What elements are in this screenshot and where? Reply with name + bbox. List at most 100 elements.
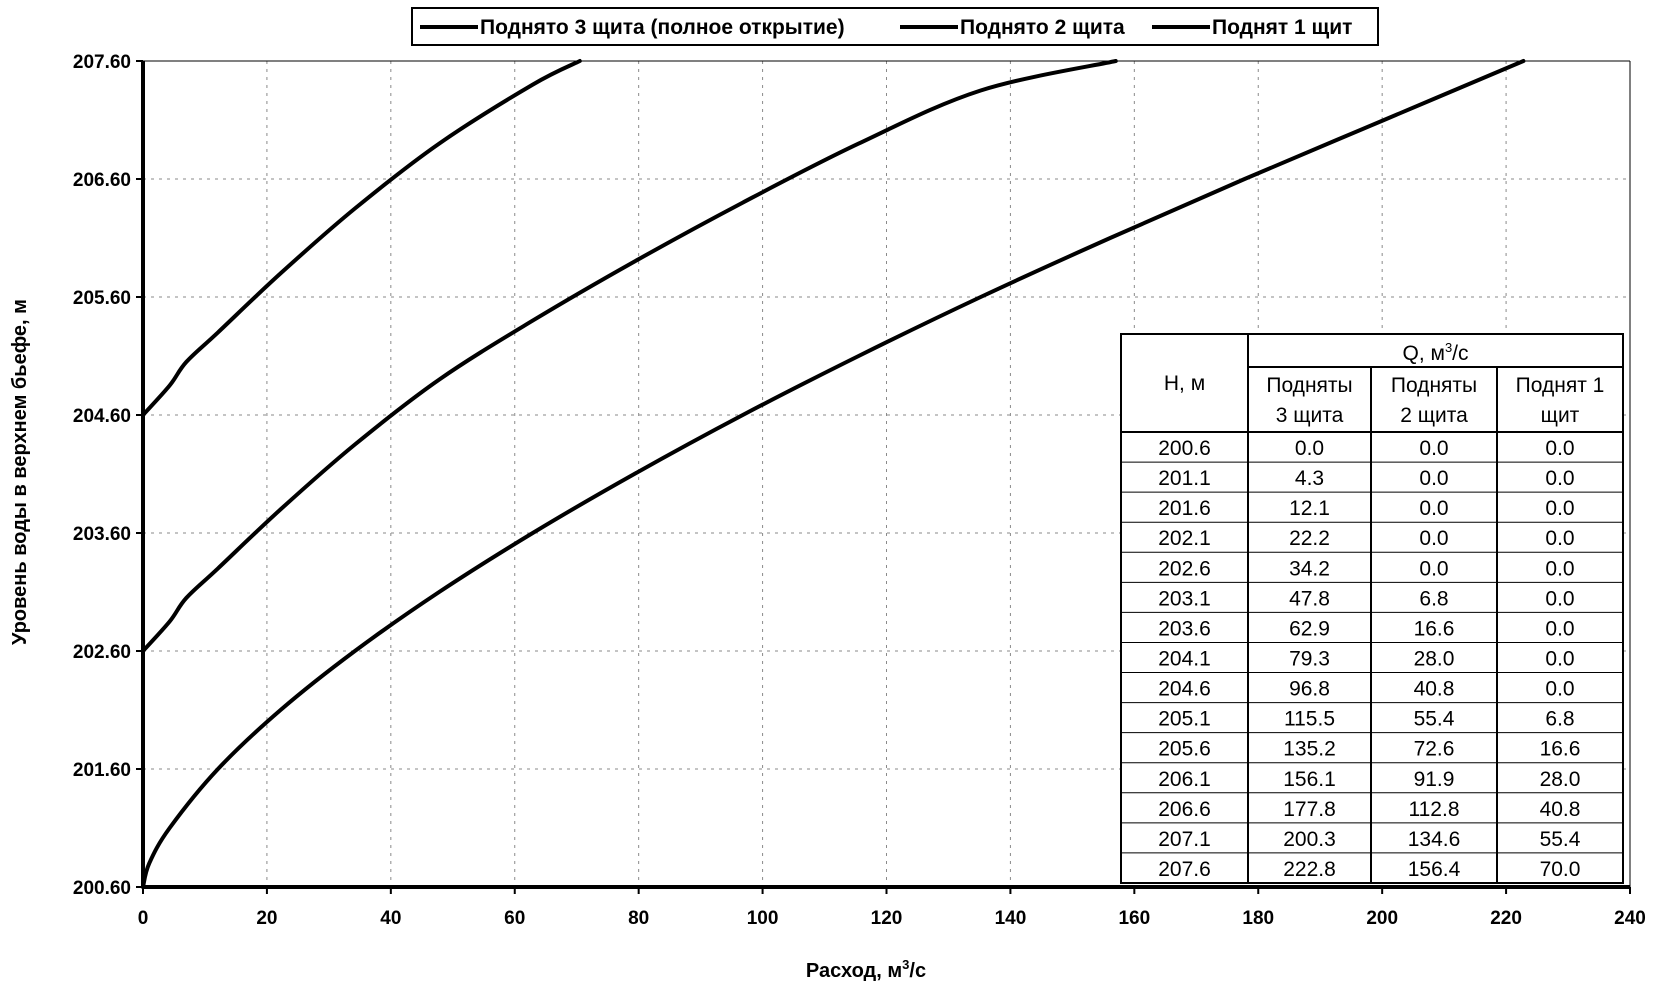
table-header-q-suffix: /с bbox=[1452, 342, 1468, 365]
x-tick-label: 120 bbox=[871, 908, 903, 929]
x-tick-label: 40 bbox=[380, 908, 401, 929]
table-cell: 22.2 bbox=[1289, 527, 1330, 550]
table-cell: 28.0 bbox=[1414, 648, 1455, 671]
x-tick-label: 220 bbox=[1490, 908, 1522, 929]
table-cell: 62.9 bbox=[1289, 617, 1330, 640]
series-layer bbox=[141, 59, 1526, 889]
table-cell: 55.4 bbox=[1540, 828, 1581, 851]
x-axis-title-suffix: /с bbox=[909, 960, 926, 982]
x-tick-label: 200 bbox=[1366, 908, 1398, 929]
table-cell: 204.1 bbox=[1158, 648, 1211, 671]
table-header-q: Q, м3/с bbox=[1402, 340, 1468, 365]
table-cell: 91.9 bbox=[1414, 768, 1455, 791]
x-tick-label: 60 bbox=[504, 908, 525, 929]
table-subheader-line1: Поднят 1 bbox=[1516, 374, 1605, 397]
x-tick-label: 20 bbox=[256, 908, 277, 929]
table-cell: 34.2 bbox=[1289, 557, 1330, 580]
table-cell: 0.0 bbox=[1545, 497, 1574, 520]
table-cell: 0.0 bbox=[1295, 437, 1324, 460]
table-header-q-main: Q, м bbox=[1402, 342, 1444, 365]
table-cell: 0.0 bbox=[1419, 437, 1448, 460]
table-cell: 4.3 bbox=[1295, 467, 1324, 490]
x-axis-title: Расход, м3/с bbox=[806, 957, 926, 982]
x-tick-label: 180 bbox=[1242, 908, 1274, 929]
legend-label-3: Поднят 1 щит bbox=[1212, 16, 1352, 39]
table-cell: 202.1 bbox=[1158, 527, 1211, 550]
x-tick-label: 240 bbox=[1614, 908, 1646, 929]
table-cell: 112.8 bbox=[1409, 798, 1460, 821]
table-cell: 70.0 bbox=[1540, 858, 1581, 881]
table-cell: 40.8 bbox=[1540, 798, 1581, 821]
table-cell: 0.0 bbox=[1545, 648, 1574, 671]
table-cell: 204.6 bbox=[1158, 678, 1211, 701]
table-cell: 0.0 bbox=[1545, 617, 1574, 640]
y-tick-label: 200.60 bbox=[73, 878, 131, 899]
table-cell: 222.8 bbox=[1283, 858, 1336, 881]
x-tick-label: 140 bbox=[995, 908, 1027, 929]
y-tick-label: 207.60 bbox=[73, 52, 131, 73]
x-tick-label: 0 bbox=[138, 908, 149, 929]
x-axis-title-sup: 3 bbox=[902, 957, 909, 972]
table-cell: 0.0 bbox=[1545, 437, 1574, 460]
table-subheader-line1: Подняты bbox=[1391, 374, 1477, 397]
axes: 0 20 40 60 80 100 120 140 160 180 200 220 240 200.60 2… bbox=[73, 52, 1646, 929]
table-cell: 40.8 bbox=[1414, 678, 1455, 701]
table-cell: 201.6 bbox=[1158, 497, 1211, 520]
table-cell: 206.6 bbox=[1158, 798, 1211, 821]
table-cell: 6.8 bbox=[1545, 708, 1574, 731]
table-cell: 156.1 bbox=[1283, 768, 1336, 791]
table-cell: 177.8 bbox=[1283, 798, 1336, 821]
table-cell: 16.6 bbox=[1414, 617, 1455, 640]
table-cell: 205.6 bbox=[1158, 738, 1211, 761]
table-cell: 135.2 bbox=[1283, 738, 1336, 761]
table-cell: 207.1 bbox=[1158, 828, 1211, 851]
legend-box bbox=[411, 7, 1379, 46]
table-subheader-line1: Подняты bbox=[1266, 374, 1352, 397]
table-cell: 201.1 bbox=[1158, 467, 1211, 490]
table-cell: 0.0 bbox=[1419, 557, 1448, 580]
table-cell: 203.6 bbox=[1158, 617, 1211, 640]
table-cell: 200.3 bbox=[1283, 828, 1336, 851]
y-tick-label: 205.60 bbox=[73, 288, 131, 309]
table-cell: 115.5 bbox=[1284, 708, 1335, 731]
table-cell: 0.0 bbox=[1419, 527, 1448, 550]
table-cell: 28.0 bbox=[1540, 768, 1581, 791]
table-cell: 0.0 bbox=[1545, 527, 1574, 550]
legend: Поднято 3 щита (полное открытие) Поднято… bbox=[411, 7, 1379, 46]
table-cell: 206.1 bbox=[1158, 768, 1211, 791]
table-subheader-line2: 2 щита bbox=[1400, 404, 1468, 427]
series-line-2 bbox=[141, 59, 1118, 653]
table-cell: 0.0 bbox=[1545, 557, 1574, 580]
table-cell: 79.3 bbox=[1289, 648, 1330, 671]
series-line-3 bbox=[141, 59, 1526, 889]
series-line-1 bbox=[141, 59, 582, 417]
table-cell: 207.6 bbox=[1158, 858, 1211, 881]
table-subheader-line2: щит bbox=[1541, 404, 1580, 427]
y-tick-label: 206.60 bbox=[73, 170, 131, 191]
table-header-h: Н, м bbox=[1164, 372, 1205, 395]
table-cell: 156.4 bbox=[1408, 858, 1461, 881]
table-cell: 16.6 bbox=[1540, 738, 1581, 761]
table-cell: 200.6 bbox=[1158, 437, 1211, 460]
y-axis-title: Уровень воды в верхнем бьефе, м bbox=[9, 299, 31, 645]
x-tick-label: 100 bbox=[747, 908, 779, 929]
x-axis-title-main: Расход, м bbox=[806, 960, 902, 982]
table-cell: 0.0 bbox=[1545, 587, 1574, 610]
table-cell: 55.4 bbox=[1414, 708, 1455, 731]
table-cell: 96.8 bbox=[1289, 678, 1330, 701]
table-cell: 0.0 bbox=[1419, 467, 1448, 490]
legend-label-2: Поднято 2 щита bbox=[960, 16, 1125, 39]
table-cell: 134.6 bbox=[1408, 828, 1461, 851]
table-header-q-sup: 3 bbox=[1445, 340, 1452, 355]
table-cell: 205.1 bbox=[1158, 708, 1211, 731]
table-cell: 0.0 bbox=[1545, 678, 1574, 701]
table-cell: 0.0 bbox=[1545, 467, 1574, 490]
y-tick-label: 202.60 bbox=[73, 642, 131, 663]
table-cell: 6.8 bbox=[1419, 587, 1448, 610]
table-cell: 72.6 bbox=[1414, 738, 1455, 761]
table-cell: 47.8 bbox=[1289, 587, 1330, 610]
y-tick-label: 203.60 bbox=[73, 524, 131, 545]
table-subheader-line2: 3 щита bbox=[1276, 404, 1344, 427]
x-tick-label: 80 bbox=[628, 908, 649, 929]
